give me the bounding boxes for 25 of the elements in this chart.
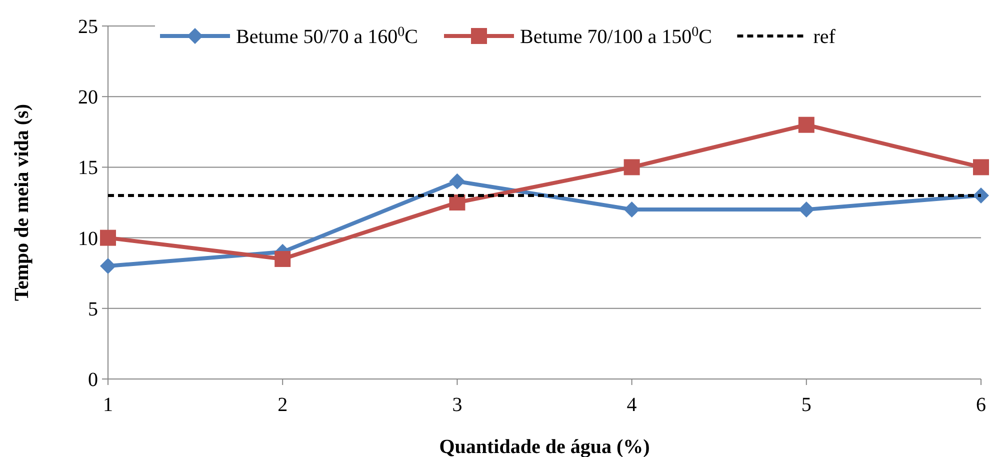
point (624, 159, 640, 176)
x-tick-label: 3 (452, 394, 462, 416)
x-tick-label: 5 (801, 394, 812, 416)
point (798, 116, 814, 133)
y-tick-label: 10 (78, 228, 98, 250)
legend-label: Betume 50/70 a 160$^{0}$C (236, 24, 418, 48)
point (624, 202, 640, 218)
y-tick-label: 15 (78, 157, 98, 180)
y-tick-label: 0 (88, 369, 98, 391)
y-axis-title: Tempo de meia vida (s) (11, 104, 33, 302)
point (449, 173, 466, 190)
point (100, 230, 116, 246)
x-tick-label: 6 (976, 394, 986, 416)
legend-label: Betume 70/100 a 150$^{0}$C (520, 24, 712, 48)
x-tick-label: 1 (103, 394, 113, 416)
point (973, 187, 989, 204)
x-tick-label: 2 (278, 394, 288, 416)
point (973, 159, 989, 176)
y-tick-label: 25 (78, 16, 98, 38)
x-tick-label: 4 (626, 394, 637, 416)
y-tick-label: 5 (88, 298, 98, 320)
point (274, 250, 291, 267)
y-tick-label: 20 (78, 86, 98, 109)
point (100, 258, 116, 274)
legend-label: ref (813, 26, 836, 48)
